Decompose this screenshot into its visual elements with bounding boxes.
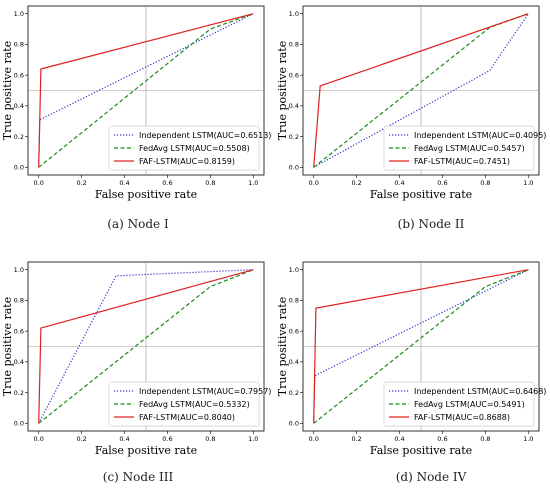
x-tick-label: 0.4 bbox=[394, 179, 404, 187]
y-axis-label: True positive rate bbox=[1, 41, 14, 140]
legend-entry: FedAvg LSTM(AUC=0.5491) bbox=[414, 400, 525, 409]
y-tick-label: 0.4 bbox=[289, 102, 299, 110]
y-tick-label: 1.0 bbox=[289, 266, 299, 274]
panel-caption: (d) Node IV bbox=[395, 470, 467, 484]
y-tick-label: 0.2 bbox=[14, 133, 24, 141]
x-tick-label: 0.6 bbox=[437, 179, 447, 187]
x-axis-label: False positive rate bbox=[95, 188, 197, 201]
y-tick-label: 0.6 bbox=[289, 327, 299, 335]
y-axis-label: True positive rate bbox=[276, 41, 289, 140]
y-tick-label: 0.6 bbox=[14, 327, 24, 335]
x-axis-label: False positive rate bbox=[370, 444, 472, 457]
y-tick-label: 0.0 bbox=[14, 420, 24, 428]
series-line-solid bbox=[38, 269, 254, 424]
x-tick-label: 1.0 bbox=[248, 435, 258, 443]
x-tick-label: 0.2 bbox=[76, 435, 86, 443]
x-tick-label: 0.0 bbox=[309, 435, 319, 443]
roc-panel-node-4: 0.0 0.2 0.4 0.6 0.8 1.0 0.0 0.2 0.4 0.6 0.8 1.0 Fals… bbox=[275, 256, 550, 457]
series-line-dashed bbox=[313, 269, 529, 424]
series-line-dashed bbox=[38, 269, 254, 424]
x-tick-label: 0.6 bbox=[437, 435, 447, 443]
y-tick-label: 0.4 bbox=[14, 358, 24, 366]
series-line-dotted bbox=[313, 13, 529, 168]
legend-box bbox=[108, 381, 260, 427]
x-axis-label: False positive rate bbox=[95, 444, 197, 457]
series-line-dashed bbox=[38, 13, 254, 168]
legend-box bbox=[108, 125, 260, 171]
panel-caption: (b) Node II bbox=[397, 217, 465, 231]
legend-entry: FedAvg LSTM(AUC=0.5332) bbox=[139, 400, 250, 409]
x-tick-label: 0.2 bbox=[351, 435, 361, 443]
roc-chart: 0.0 0.2 0.4 0.6 0.8 1.0 0.0 0.2 0.4 0.6 0.8 1.0 Fals… bbox=[1, 261, 271, 457]
y-tick-label: 1.0 bbox=[289, 10, 299, 18]
legend-entry: Independent LSTM(AUC=0.4095) bbox=[414, 131, 546, 140]
y-tick-label: 0.4 bbox=[14, 102, 24, 110]
legend-entry: FAF-LSTM(AUC=0.7451) bbox=[414, 157, 510, 166]
x-tick-label: 0.0 bbox=[34, 435, 44, 443]
series-line-dotted bbox=[38, 269, 254, 424]
x-tick-label: 0.8 bbox=[480, 435, 490, 443]
y-tick-label: 0.0 bbox=[289, 164, 299, 172]
panel-caption: (c) Node III bbox=[102, 470, 174, 484]
y-tick-label: 0.2 bbox=[14, 389, 24, 397]
series-line-solid bbox=[313, 13, 529, 168]
x-tick-label: 0.4 bbox=[119, 179, 129, 187]
x-tick-label: 0.2 bbox=[76, 179, 86, 187]
legend-entry: Independent LSTM(AUC=0.6468) bbox=[414, 387, 546, 396]
x-tick-label: 0.4 bbox=[119, 435, 129, 443]
y-tick-label: 0.0 bbox=[289, 420, 299, 428]
series-line-solid bbox=[313, 269, 529, 424]
x-tick-label: 0.8 bbox=[205, 435, 215, 443]
y-tick-label: 1.0 bbox=[14, 10, 24, 18]
y-tick-label: 1.0 bbox=[14, 266, 24, 274]
legend-entry: FAF-LSTM(AUC=0.8159) bbox=[139, 157, 235, 166]
x-tick-label: 0.8 bbox=[480, 179, 490, 187]
roc-chart: 0.0 0.2 0.4 0.6 0.8 1.0 0.0 0.2 0.4 0.6 0.8 1.0 Fals… bbox=[276, 261, 546, 457]
y-tick-label: 0.6 bbox=[289, 71, 299, 79]
roc-chart: 0.0 0.2 0.4 0.6 0.8 1.0 0.0 0.2 0.4 0.6 0.8 1.0 Fals… bbox=[1, 5, 271, 201]
y-tick-label: 0.8 bbox=[289, 297, 299, 305]
roc-panel-node-1: 0.0 0.2 0.4 0.6 0.8 1.0 0.0 0.2 0.4 0.6 0.8 1.0 Fals… bbox=[0, 0, 275, 201]
legend-entry: FedAvg LSTM(AUC=0.5457) bbox=[414, 144, 525, 153]
x-tick-label: 0.6 bbox=[162, 435, 172, 443]
legend-box bbox=[383, 125, 535, 171]
legend-entry: FAF-LSTM(AUC=0.8688) bbox=[414, 413, 510, 422]
y-axis-label: True positive rate bbox=[1, 297, 14, 396]
x-tick-label: 0.8 bbox=[205, 179, 215, 187]
y-axis-label: True positive rate bbox=[276, 297, 289, 396]
y-tick-label: 0.0 bbox=[14, 164, 24, 172]
x-tick-label: 0.4 bbox=[394, 435, 404, 443]
y-tick-label: 0.8 bbox=[289, 41, 299, 49]
y-tick-label: 0.8 bbox=[14, 297, 24, 305]
roc-panel-node-2: 0.0 0.2 0.4 0.6 0.8 1.0 0.0 0.2 0.4 0.6 0.8 1.0 Fals… bbox=[275, 0, 550, 201]
x-tick-label: 1.0 bbox=[523, 179, 533, 187]
x-tick-label: 0.0 bbox=[309, 179, 319, 187]
legend-box bbox=[383, 381, 535, 427]
legend-entry: FAF-LSTM(AUC=0.8040) bbox=[139, 413, 235, 422]
roc-panel-node-3: 0.0 0.2 0.4 0.6 0.8 1.0 0.0 0.2 0.4 0.6 0.8 1.0 Fals… bbox=[0, 256, 275, 457]
y-tick-label: 0.4 bbox=[289, 358, 299, 366]
legend-entry: Independent LSTM(AUC=0.7957) bbox=[139, 387, 271, 396]
panel-caption: (a) Node I bbox=[107, 217, 169, 231]
x-tick-label: 0.0 bbox=[34, 179, 44, 187]
x-tick-label: 0.2 bbox=[351, 179, 361, 187]
legend-entry: FedAvg LSTM(AUC=0.5508) bbox=[139, 144, 250, 153]
y-tick-label: 0.2 bbox=[289, 133, 299, 141]
y-tick-label: 0.6 bbox=[14, 71, 24, 79]
legend-entry: Independent LSTM(AUC=0.6513) bbox=[139, 131, 271, 140]
y-tick-label: 0.2 bbox=[289, 389, 299, 397]
x-tick-label: 0.6 bbox=[162, 179, 172, 187]
x-tick-label: 1.0 bbox=[248, 179, 258, 187]
x-tick-label: 1.0 bbox=[523, 435, 533, 443]
x-axis-label: False positive rate bbox=[370, 188, 472, 201]
roc-chart: 0.0 0.2 0.4 0.6 0.8 1.0 0.0 0.2 0.4 0.6 0.8 1.0 Fals… bbox=[276, 5, 546, 201]
y-tick-label: 0.8 bbox=[14, 41, 24, 49]
series-line-solid bbox=[38, 13, 254, 168]
